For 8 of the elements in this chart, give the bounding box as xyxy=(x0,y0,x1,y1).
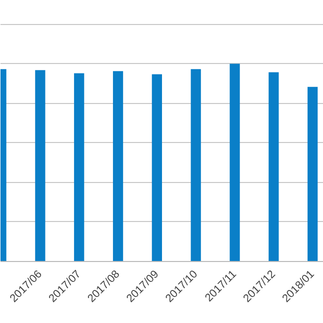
bar xyxy=(74,73,84,262)
bar xyxy=(35,70,46,262)
bar xyxy=(190,69,201,262)
bar xyxy=(308,86,318,262)
bar xyxy=(230,64,240,262)
bar xyxy=(112,71,124,262)
bar xyxy=(268,72,279,262)
bar xyxy=(152,74,162,262)
